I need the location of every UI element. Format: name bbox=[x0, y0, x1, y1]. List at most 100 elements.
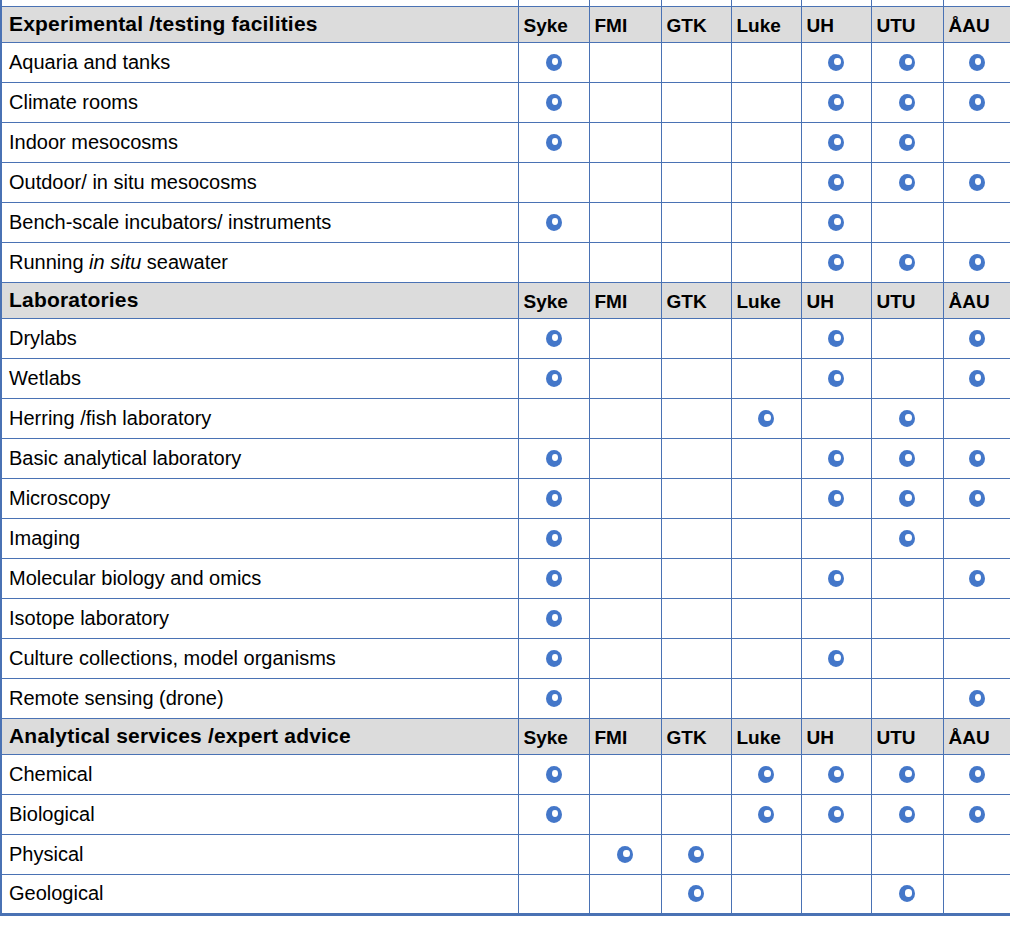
availability-cell bbox=[943, 82, 1010, 122]
availability-cell bbox=[589, 834, 661, 874]
row-label-part: Remote sensing (drone) bbox=[9, 687, 224, 709]
row-label: Molecular biology and omics bbox=[1, 558, 518, 598]
row-label: Physical bbox=[1, 834, 518, 874]
availability-cell bbox=[943, 318, 1010, 358]
availability-cell bbox=[518, 438, 589, 478]
row-label-part: Outdoor/ in situ mesocosms bbox=[9, 171, 257, 193]
availability-cell bbox=[731, 834, 801, 874]
availability-cell bbox=[943, 438, 1010, 478]
table-row: Remote sensing (drone) bbox=[1, 678, 1010, 718]
availability-cell bbox=[731, 82, 801, 122]
availability-cell bbox=[801, 358, 871, 398]
availability-cell bbox=[518, 678, 589, 718]
availability-dot-icon bbox=[828, 214, 844, 231]
availability-cell bbox=[731, 478, 801, 518]
row-label-part: Running bbox=[9, 251, 89, 273]
availability-dot-icon bbox=[828, 94, 844, 111]
availability-dot-icon bbox=[899, 490, 915, 507]
table-row: Outdoor/ in situ mesocosms bbox=[1, 162, 1010, 202]
availability-cell bbox=[731, 518, 801, 558]
availability-cell bbox=[661, 754, 731, 794]
row-label-part: Aquaria and tanks bbox=[9, 51, 170, 73]
availability-cell bbox=[943, 678, 1010, 718]
availability-cell bbox=[943, 834, 1010, 874]
availability-dot-icon bbox=[546, 54, 562, 71]
availability-cell bbox=[943, 358, 1010, 398]
availability-cell bbox=[661, 558, 731, 598]
availability-dot-icon bbox=[899, 530, 915, 547]
availability-cell bbox=[589, 398, 661, 438]
column-header-luke: Luke bbox=[731, 6, 801, 42]
column-header-uh: UH bbox=[801, 718, 871, 754]
availability-dot-icon bbox=[899, 885, 915, 902]
row-label: Bench-scale incubators/ instruments bbox=[1, 202, 518, 242]
availability-dot-icon bbox=[828, 766, 844, 783]
availability-cell bbox=[518, 318, 589, 358]
availability-cell bbox=[943, 518, 1010, 558]
availability-cell bbox=[871, 122, 943, 162]
availability-cell bbox=[661, 874, 731, 914]
availability-dot-icon bbox=[758, 410, 774, 427]
section-header-row: LaboratoriesSykeFMIGTKLukeUHUTUÅAU bbox=[1, 282, 1010, 318]
column-header-fmi: FMI bbox=[589, 6, 661, 42]
availability-cell bbox=[661, 598, 731, 638]
row-label: Geological bbox=[1, 874, 518, 914]
row-label: Wetlabs bbox=[1, 358, 518, 398]
column-header-fmi: FMI bbox=[589, 282, 661, 318]
availability-cell bbox=[518, 122, 589, 162]
availability-cell bbox=[943, 598, 1010, 638]
availability-cell bbox=[589, 82, 661, 122]
availability-dot-icon bbox=[828, 490, 844, 507]
availability-dot-icon bbox=[546, 806, 562, 823]
row-label-part: Herring /fish laboratory bbox=[9, 407, 211, 429]
row-label: Running in situ seawater bbox=[1, 242, 518, 282]
availability-cell bbox=[943, 122, 1010, 162]
availability-cell bbox=[589, 558, 661, 598]
availability-cell bbox=[661, 42, 731, 82]
availability-cell bbox=[943, 242, 1010, 282]
availability-cell bbox=[731, 162, 801, 202]
row-label: Microscopy bbox=[1, 478, 518, 518]
availability-cell bbox=[871, 678, 943, 718]
column-header-uh: UH bbox=[801, 6, 871, 42]
availability-cell bbox=[661, 438, 731, 478]
availability-dot-icon bbox=[828, 650, 844, 667]
availability-dot-icon bbox=[828, 54, 844, 71]
availability-cell bbox=[661, 518, 731, 558]
availability-cell bbox=[518, 794, 589, 834]
availability-cell bbox=[801, 638, 871, 678]
availability-cell bbox=[871, 794, 943, 834]
availability-dot-icon bbox=[969, 490, 985, 507]
availability-cell bbox=[589, 598, 661, 638]
availability-cell bbox=[871, 162, 943, 202]
availability-cell bbox=[589, 874, 661, 914]
row-label: Culture collections, model organisms bbox=[1, 638, 518, 678]
availability-dot-icon bbox=[969, 450, 985, 467]
availability-cell bbox=[731, 598, 801, 638]
availability-dot-icon bbox=[828, 370, 844, 387]
availability-cell bbox=[943, 558, 1010, 598]
availability-cell bbox=[661, 242, 731, 282]
availability-cell bbox=[801, 598, 871, 638]
column-header-fmi: FMI bbox=[589, 718, 661, 754]
availability-cell bbox=[589, 122, 661, 162]
availability-dot-icon bbox=[828, 450, 844, 467]
availability-dot-icon bbox=[546, 450, 562, 467]
availability-dot-icon bbox=[969, 94, 985, 111]
table-row: Herring /fish laboratory bbox=[1, 398, 1010, 438]
availability-cell bbox=[661, 122, 731, 162]
availability-cell bbox=[871, 754, 943, 794]
availability-cell bbox=[871, 438, 943, 478]
table-row: Microscopy bbox=[1, 478, 1010, 518]
availability-cell bbox=[589, 318, 661, 358]
row-label-part: Indoor mesocosms bbox=[9, 131, 178, 153]
availability-cell bbox=[943, 874, 1010, 914]
availability-dot-icon bbox=[546, 94, 562, 111]
availability-cell bbox=[801, 162, 871, 202]
column-header-åau: ÅAU bbox=[943, 6, 1010, 42]
row-label: Isotope laboratory bbox=[1, 598, 518, 638]
section-header-row: Experimental /testing facilitiesSykeFMIG… bbox=[1, 6, 1010, 42]
availability-cell bbox=[943, 42, 1010, 82]
row-label: Basic analytical laboratory bbox=[1, 438, 518, 478]
availability-cell bbox=[801, 242, 871, 282]
